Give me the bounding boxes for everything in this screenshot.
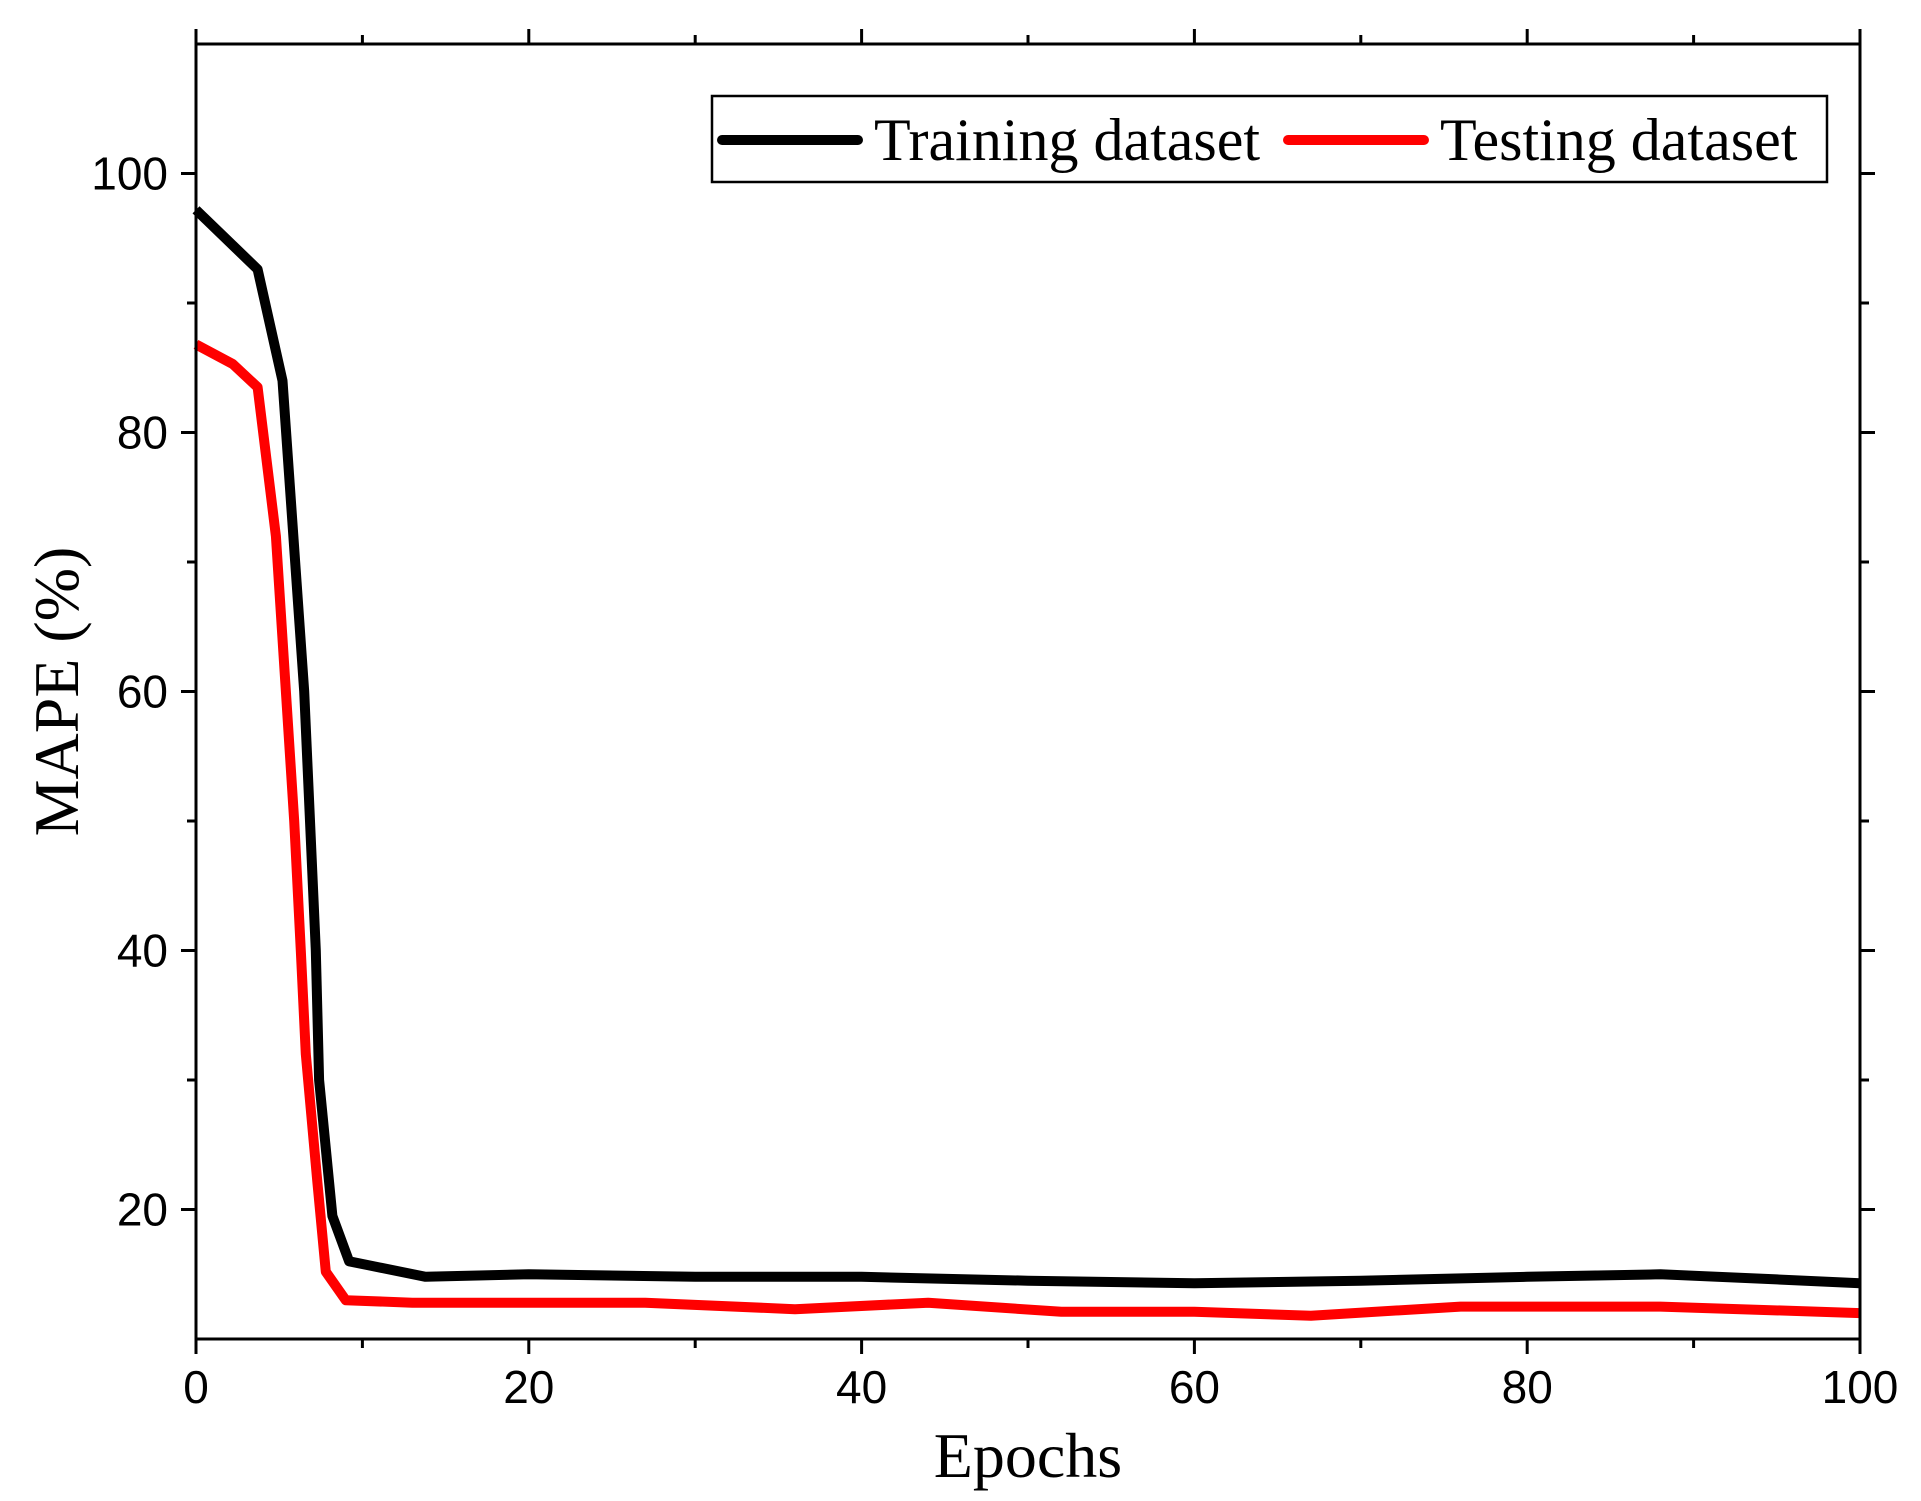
legend-label-training: Training dataset	[874, 107, 1260, 173]
x-tick-label: 40	[836, 1361, 887, 1413]
x-tick-label: 80	[1502, 1361, 1553, 1413]
y-axis-title: MAPE (%)	[21, 547, 92, 837]
series-line-training	[192, 206, 1861, 1289]
y-tick-label: 20	[117, 1184, 168, 1236]
ticks-layer: 0 20 40 60 80 100 20 40 60 80 100	[91, 29, 1898, 1413]
series-line-testing	[193, 339, 1861, 1321]
legend-label-testing: Testing dataset	[1440, 107, 1798, 173]
legend-box	[710, 94, 1829, 184]
x-tick-label: 100	[1822, 1361, 1899, 1413]
x-tick-label: 20	[503, 1361, 554, 1413]
x-tick-label: 0	[183, 1361, 209, 1413]
y-tick-label: 60	[117, 666, 168, 718]
plot-frame	[194, 42, 1862, 1341]
series-layer	[192, 206, 1861, 1321]
y-tick-label: 80	[117, 407, 168, 459]
legend: Training dataset Testing dataset	[710, 94, 1829, 184]
y-tick-label: 40	[117, 925, 168, 977]
x-tick-label: 60	[1169, 1361, 1220, 1413]
y-tick-label: 100	[91, 148, 168, 200]
x-axis-title: Epochs	[934, 1420, 1122, 1491]
